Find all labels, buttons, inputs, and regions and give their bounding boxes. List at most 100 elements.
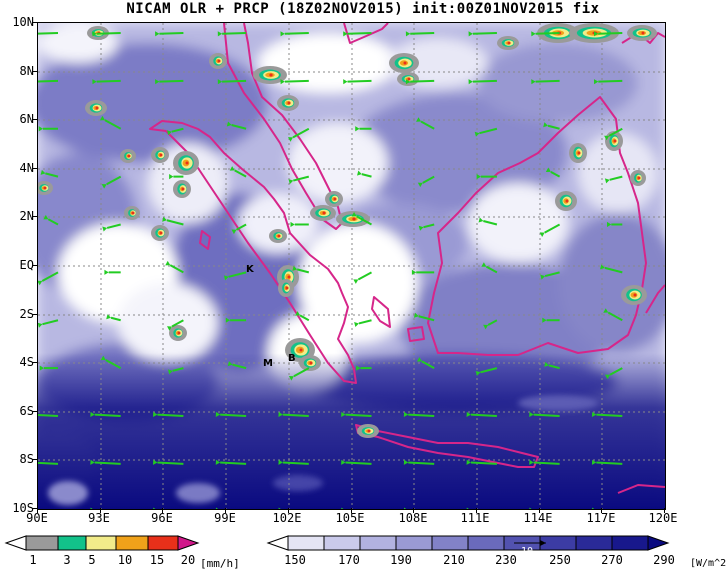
wind-vector [223,271,247,281]
precip-cell-core [95,106,99,110]
wind-vector-shaft [420,120,435,130]
wind-vector-head [603,308,609,313]
precip-cell-core [217,59,221,63]
wind-vector-shaft [535,32,560,35]
wind-vector-head [92,31,97,37]
wind-vector-shaft [483,220,498,226]
wind-vector [353,271,372,284]
precip-cell [120,149,136,163]
sumatra-coast [149,120,357,384]
wind-vector [354,319,372,327]
wind-vector [100,355,122,369]
wind-vector-shaft [105,359,122,369]
axis-tick [32,362,37,363]
wind-vector-head [92,79,97,85]
wind-vector-shaft [45,172,59,178]
wind-vector-shaft [550,170,561,178]
wind-vector [351,212,372,226]
wind-vector-shaft [410,79,435,83]
precip-colorbar-cell [115,535,149,551]
wind-vector-head [466,507,469,509]
precip-cell [299,355,321,371]
wind-vector-shaft [220,461,247,465]
wind-vector-head [169,174,174,180]
wind-vector [278,411,309,418]
wind-vector-shaft [299,314,310,322]
olr-colorbar-label: 250 [549,553,571,567]
map-canvas [38,23,665,509]
wind-vector-shaft [361,173,372,178]
vector-reference-arrowhead [540,540,546,546]
olr-colorbar-label: 210 [443,553,465,567]
wind-vector-head [474,131,480,137]
precip-cell-core [367,429,371,433]
precip-cell [497,36,519,50]
wind-vector-shaft [38,32,59,35]
wind-vector-shaft [544,271,560,278]
axis-tick [413,508,414,513]
map-plot-area: K M B [37,22,666,510]
wind-vector [217,31,247,37]
wind-vector [483,319,498,330]
wind-vector-head [411,269,417,275]
precip-cell [630,170,646,186]
olr-colorbar-cell [575,535,613,551]
wind-vector-head [592,507,595,509]
precip-cell-core [181,187,185,191]
wind-vector [593,31,623,37]
wind-vector-head [99,115,105,121]
wind-vector-head [227,361,233,367]
wind-vector [278,459,309,465]
wind-vector-shaft [293,175,310,182]
wind-vectors [38,31,623,509]
wind-vector [290,221,309,228]
wind-vector-head [529,411,534,418]
lon-label: 99E [214,511,236,525]
wind-vector [38,271,59,286]
wind-vector-shaft [423,223,435,229]
wind-vector-head [278,459,283,465]
wind-vector-head [475,370,481,376]
precip-cell [173,180,191,198]
wind-vector-shaft [596,461,623,465]
wind-vector-shaft [535,79,560,83]
axis-tick [32,22,37,23]
lon-label: 102E [272,511,302,525]
wind-vector-shaft [234,169,247,178]
wind-vector-head [90,459,95,465]
lat-label: 8S [19,452,34,466]
wind-vector-shaft [408,413,435,417]
wind-vector-shaft [157,461,184,465]
lon-label: 93E [88,511,110,525]
wind-vector [166,127,184,136]
wind-vector-head [403,459,409,465]
wind-vector-head [153,507,156,509]
wind-vector [167,367,184,375]
wind-vector-head [292,265,298,271]
axis-tick [476,508,477,513]
olr-colorbar [266,535,670,551]
wind-vector-head [593,31,599,37]
wind-vector [295,311,310,322]
wind-vector [416,117,435,130]
wind-vector [215,411,247,418]
wind-vector-shaft [408,461,435,465]
olr-colorbar-label: 170 [338,553,360,567]
wind-vector-shaft [544,223,561,234]
indochina-coast [343,23,389,44]
wind-vector-head [215,507,219,509]
wind-vector-shaft [110,316,121,322]
wind-vector-head [343,79,348,85]
precip-cell-core [637,176,641,180]
wind-vector-shaft [171,319,184,328]
wind-vector-shaft [235,223,247,231]
wind-vector-head [166,326,172,331]
wind-vector [106,314,121,322]
wind-vector-head [604,135,610,141]
sulawesi-coast [645,284,665,314]
wind-vector-shaft [347,79,372,83]
wind-vector-head [38,126,43,132]
wind-vector-shaft [470,461,497,465]
wind-vector-head [288,137,294,142]
wind-vector-shaft [232,363,247,370]
